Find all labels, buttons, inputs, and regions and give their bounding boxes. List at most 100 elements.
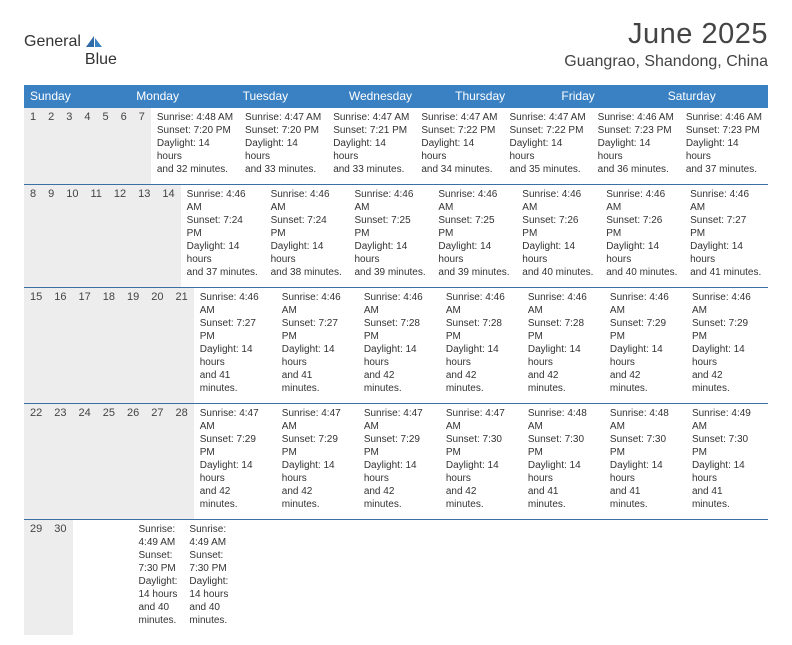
day-content: Sunrise: 4:46 AMSunset: 7:29 PMDaylight:… [604,288,686,403]
day-number: 24 [73,404,97,519]
content-row: Sunrise: 4:46 AMSunset: 7:27 PMDaylight:… [194,288,768,403]
day-number: 23 [48,404,72,519]
day-header: Saturday [662,85,768,108]
day-number: 22 [24,404,48,519]
daylight-line1: Daylight: 14 hours [446,459,516,485]
daylight-line1: Daylight: 14 hours [157,137,233,163]
day-number: 11 [85,185,108,287]
day-content: Sunrise: 4:46 AMSunset: 7:25 PMDaylight:… [432,185,516,287]
daylight-line1: Daylight: 14 hours [528,343,598,369]
calendar: SundayMondayTuesdayWednesdayThursdayFrid… [24,85,768,635]
daylight-line2: and 42 minutes. [528,369,598,395]
month-title: June 2025 [564,18,768,51]
sunset-line: Sunset: 7:22 PM [510,124,586,137]
content-row: Sunrise: 4:46 AMSunset: 7:24 PMDaylight:… [181,185,768,287]
day-content: Sunrise: 4:47 AMSunset: 7:22 PMDaylight:… [504,108,592,184]
day-number: 19 [121,288,145,403]
day-number [121,520,133,635]
day-content: Sunrise: 4:46 AMSunset: 7:28 PMDaylight:… [522,288,604,403]
sunrise-line: Sunrise: 4:46 AM [610,291,680,317]
daylight-line1: Daylight: 14 hours [692,459,762,485]
logo-text-general: General [24,33,81,51]
daylight-line1: Daylight: 14 hours [139,575,178,601]
sunrise-line: Sunrise: 4:47 AM [200,407,270,433]
sunrise-line: Sunrise: 4:48 AM [157,111,233,124]
daylight-line1: Daylight: 14 hours [271,240,343,266]
day-number: 18 [97,288,121,403]
daylight-line2: and 42 minutes. [446,369,516,395]
sunset-line: Sunset: 7:20 PM [245,124,321,137]
daylight-line2: and 37 minutes. [686,163,762,176]
day-number: 1 [24,108,42,184]
sunrise-line: Sunrise: 4:46 AM [522,188,594,214]
daylight-line2: and 41 minutes. [528,485,598,511]
day-number: 20 [145,288,169,403]
sunset-line: Sunset: 7:25 PM [438,214,510,240]
sunset-line: Sunset: 7:23 PM [598,124,674,137]
daylight-line1: Daylight: 14 hours [282,459,352,485]
location: Guangrao, Shandong, China [564,53,768,71]
sunset-line: Sunset: 7:21 PM [333,124,409,137]
day-number: 4 [78,108,96,184]
daylight-line1: Daylight: 14 hours [187,240,259,266]
day-content: Sunrise: 4:49 AMSunset: 7:30 PMDaylight:… [183,520,234,635]
daylight-line2: and 41 minutes. [690,266,762,279]
sunrise-line: Sunrise: 4:46 AM [446,291,516,317]
daylight-line1: Daylight: 14 hours [510,137,586,163]
day-number: 26 [121,404,145,519]
daylight-line1: Daylight: 14 hours [282,343,352,369]
logo-sail-icon [84,35,104,49]
sunrise-line: Sunrise: 4:49 AM [139,523,178,549]
daylight-line2: and 39 minutes. [354,266,426,279]
sunrise-line: Sunrise: 4:47 AM [510,111,586,124]
daylight-line2: and 39 minutes. [438,266,510,279]
day-content: Sunrise: 4:48 AMSunset: 7:30 PMDaylight:… [522,404,604,519]
sunrise-line: Sunrise: 4:46 AM [692,291,762,317]
sunset-line: Sunset: 7:29 PM [364,433,434,459]
sunrise-line: Sunrise: 4:47 AM [421,111,497,124]
daylight-line1: Daylight: 14 hours [438,240,510,266]
daylight-line2: and 40 minutes. [189,601,228,627]
sunrise-line: Sunrise: 4:47 AM [245,111,321,124]
sunrise-line: Sunrise: 4:47 AM [333,111,409,124]
daylight-line2: and 33 minutes. [333,163,409,176]
day-number: 3 [60,108,78,184]
sunset-line: Sunset: 7:24 PM [271,214,343,240]
sunset-line: Sunset: 7:27 PM [282,317,352,343]
day-content: Sunrise: 4:47 AMSunset: 7:30 PMDaylight:… [440,404,522,519]
daylight-line1: Daylight: 14 hours [333,137,409,163]
day-header: Friday [555,85,661,108]
week-row: 891011121314Sunrise: 4:46 AMSunset: 7:24… [24,185,768,288]
sunrise-line: Sunrise: 4:46 AM [686,111,762,124]
day-header: Wednesday [343,85,449,108]
sunset-line: Sunset: 7:30 PM [139,549,178,575]
day-content: Sunrise: 4:49 AMSunset: 7:30 PMDaylight:… [133,520,184,635]
day-number: 21 [170,288,194,403]
daylight-line2: and 41 minutes. [200,369,270,395]
week-row: 2930Sunrise: 4:49 AMSunset: 7:30 PMDayli… [24,520,768,635]
daylight-line2: and 41 minutes. [610,485,680,511]
daynum-row: 1234567 [24,108,151,184]
daylight-line2: and 42 minutes. [200,485,270,511]
day-number: 13 [132,185,156,287]
day-header: Tuesday [237,85,343,108]
daylight-line1: Daylight: 14 hours [606,240,678,266]
day-number: 25 [97,404,121,519]
daylight-line1: Daylight: 14 hours [522,240,594,266]
daynum-row: 22232425262728 [24,404,194,519]
sunset-line: Sunset: 7:30 PM [692,433,762,459]
daylight-line2: and 42 minutes. [692,369,762,395]
logo: General Blue [24,18,117,60]
day-content: Sunrise: 4:48 AMSunset: 7:20 PMDaylight:… [151,108,239,184]
sunset-line: Sunset: 7:28 PM [528,317,598,343]
sunset-line: Sunset: 7:29 PM [282,433,352,459]
content-row: Sunrise: 4:47 AMSunset: 7:29 PMDaylight:… [194,404,768,519]
day-number [109,520,121,635]
day-number: 12 [108,185,132,287]
daynum-row: 2930 [24,520,133,635]
day-content: Sunrise: 4:47 AMSunset: 7:29 PMDaylight:… [358,404,440,519]
daylight-line2: and 42 minutes. [364,369,434,395]
day-number: 16 [48,288,72,403]
day-number: 9 [42,185,60,287]
sunrise-line: Sunrise: 4:46 AM [438,188,510,214]
